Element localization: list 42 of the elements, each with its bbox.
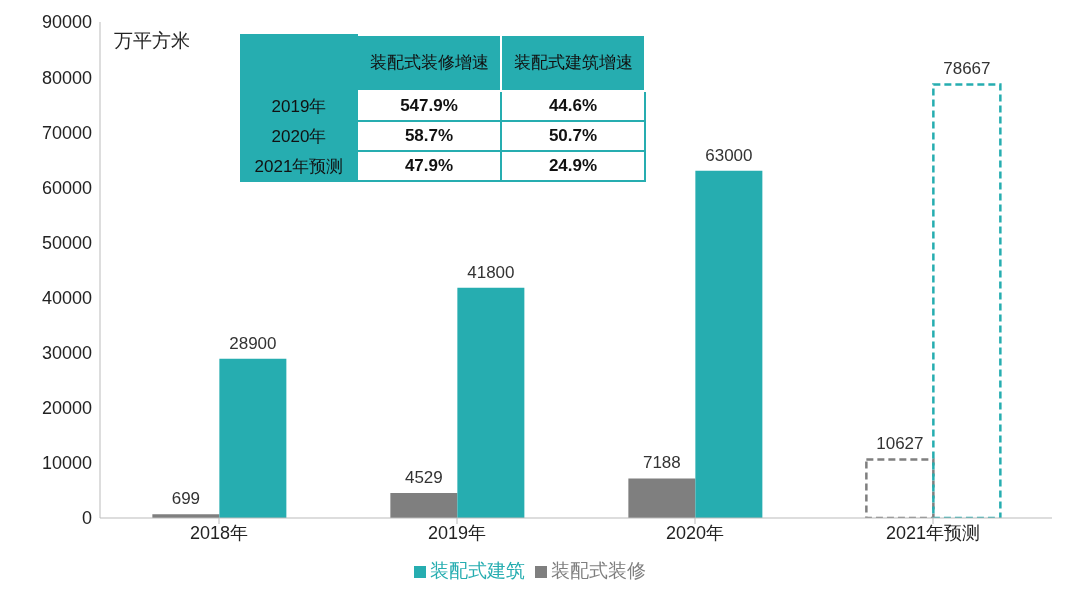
annotation: 58.7% bbox=[357, 121, 501, 151]
y-tick-label: 50000 bbox=[41, 232, 92, 253]
annotation: 装配式装修增速 bbox=[357, 35, 501, 91]
data-label: 7188 bbox=[642, 453, 681, 473]
bar bbox=[390, 493, 458, 518]
data-label: 4529 bbox=[404, 468, 443, 488]
y-tick-label: 90000 bbox=[41, 12, 92, 33]
y-tick-label: 40000 bbox=[41, 287, 92, 308]
y-tick-label: 70000 bbox=[41, 122, 92, 143]
annotation: 50.7% bbox=[501, 121, 645, 151]
data-label: 41800 bbox=[467, 262, 515, 282]
annotation: 47.9% bbox=[357, 151, 501, 181]
annotation: 装配式建筑增速 bbox=[501, 35, 645, 91]
x-tick-label: 2018年 bbox=[189, 522, 249, 543]
legend-label: 装配式装修 bbox=[551, 560, 646, 581]
data-label: 28900 bbox=[229, 333, 277, 353]
data-label: 10627 bbox=[876, 434, 924, 454]
y-tick-label: 0 bbox=[81, 508, 92, 529]
bar bbox=[628, 478, 696, 518]
x-tick-label: 2019年 bbox=[427, 522, 487, 543]
legend-label: 装配式建筑 bbox=[430, 560, 525, 581]
y-tick-label: 10000 bbox=[41, 453, 92, 474]
x-tick-label: 2021年预测 bbox=[885, 522, 981, 543]
y-axis-title: 万平方米 bbox=[114, 29, 190, 53]
annotation: 2019年 bbox=[241, 91, 357, 121]
data-label: 63000 bbox=[705, 145, 753, 165]
annotation: 2020年 bbox=[241, 121, 357, 151]
annotation: 24.9% bbox=[501, 151, 645, 181]
annotation: 547.9% bbox=[357, 91, 501, 121]
y-tick-label: 30000 bbox=[41, 343, 92, 364]
bar bbox=[457, 287, 525, 518]
x-tick-label: 2020年 bbox=[665, 522, 725, 543]
annotation: 44.6% bbox=[501, 91, 645, 121]
bar bbox=[219, 358, 287, 518]
y-tick-label: 20000 bbox=[41, 398, 92, 419]
data-label: 78667 bbox=[943, 59, 991, 79]
y-tick-label: 80000 bbox=[41, 67, 92, 88]
bar bbox=[932, 83, 1002, 518]
y-tick-label: 60000 bbox=[41, 177, 92, 198]
annotation: 2021年预测 bbox=[241, 151, 357, 181]
data-label: 699 bbox=[171, 489, 201, 509]
bar bbox=[695, 170, 763, 518]
